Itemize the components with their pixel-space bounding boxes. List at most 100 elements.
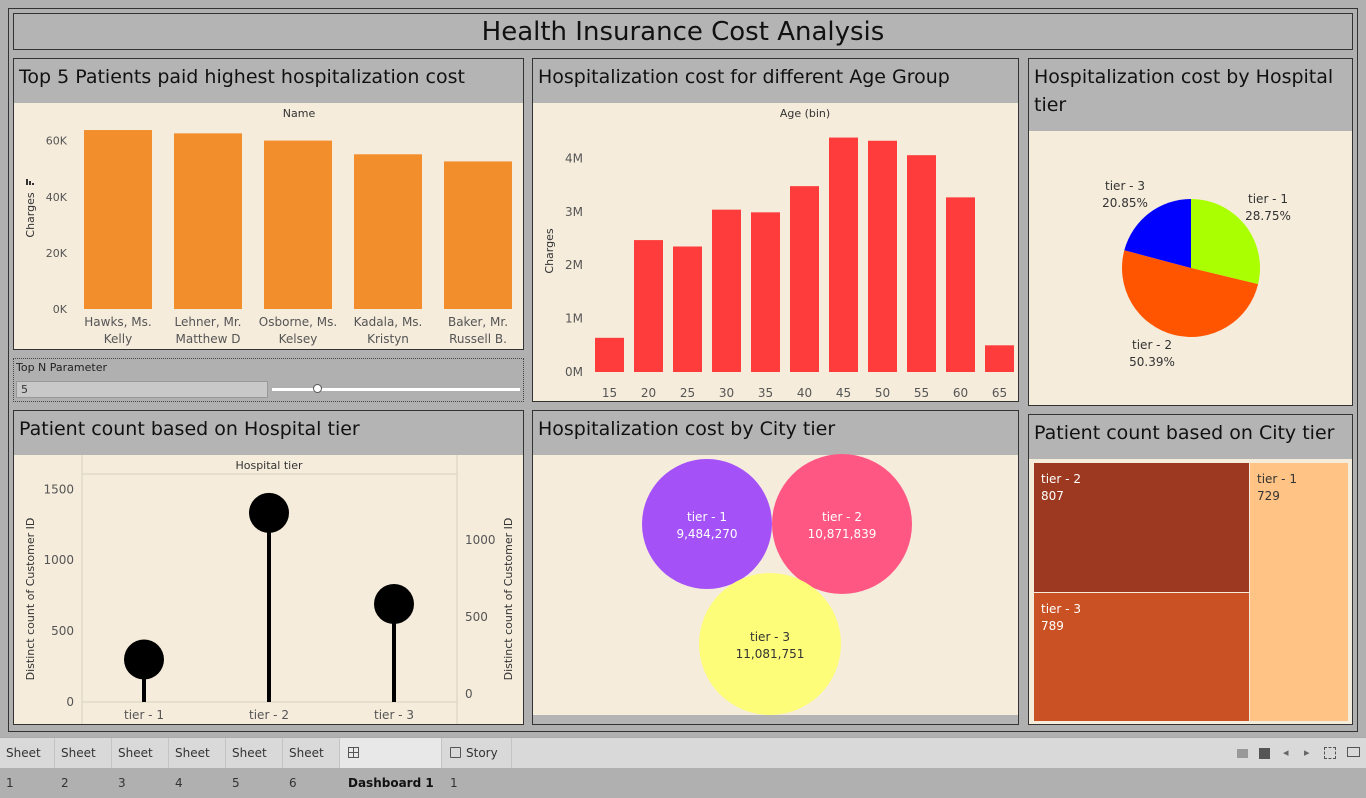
lollipop-head bbox=[374, 584, 414, 625]
show-sheets-grid-icon[interactable] bbox=[1259, 748, 1270, 759]
bubble-label: tier - 1 bbox=[687, 510, 727, 524]
lollipop-left-tick: 1500 bbox=[43, 482, 74, 496]
pie-slice-percent: 20.85% bbox=[1102, 196, 1148, 210]
age-x-tick: 40 bbox=[797, 386, 812, 400]
lollipop-head bbox=[249, 492, 289, 533]
top5-y-tick: 0K bbox=[53, 303, 68, 316]
tab-sheet-6[interactable]: Sheet 6 bbox=[283, 738, 340, 790]
age-bar bbox=[751, 212, 780, 372]
age-bar bbox=[595, 337, 624, 372]
treemap-cell-label: tier - 1 bbox=[1257, 472, 1297, 486]
pie-slice-percent: 28.75% bbox=[1245, 209, 1291, 223]
next-sheet-icon[interactable]: ▸ bbox=[1304, 746, 1310, 759]
show-sheets-filmstrip-icon[interactable] bbox=[1237, 749, 1248, 758]
city-tier-bubble-chart[interactable]: tier - 1 9,484,270 tier - 2 10,871,839 tier … bbox=[533, 411, 1019, 725]
bubble-value: 9,484,270 bbox=[676, 527, 737, 541]
age-bar bbox=[829, 137, 858, 372]
tab-dashboard-1[interactable]: Dashboard 1 bbox=[340, 738, 442, 790]
panel-age[interactable]: Hospitalization cost for different Age G… bbox=[532, 58, 1019, 402]
age-x-axis-title: Age (bin) bbox=[780, 107, 830, 120]
age-y-tick: 4M bbox=[565, 151, 583, 165]
panel-city-tree-title: Patient count based on City tier bbox=[1029, 415, 1352, 459]
panel-city-bubbles[interactable]: Hospitalization cost by City tier tier -… bbox=[532, 410, 1019, 725]
top5-x-tick-line1: Baker, Mr. bbox=[448, 315, 508, 329]
top-n-parameter: Top N Parameter 5 bbox=[13, 358, 524, 402]
age-x-tick: 35 bbox=[758, 386, 773, 400]
parameter-slider-track[interactable] bbox=[272, 388, 520, 391]
treemap-cell bbox=[1250, 463, 1348, 721]
dashboard-grid-icon bbox=[348, 747, 359, 758]
lollipop-head bbox=[124, 639, 164, 680]
top5-sort-icon bbox=[29, 181, 31, 185]
tab-sheet-4[interactable]: Sheet 4 bbox=[169, 738, 226, 790]
age-bar bbox=[985, 345, 1014, 372]
age-x-tick: 15 bbox=[602, 386, 617, 400]
panel-top5[interactable]: Top 5 Patients paid highest hospitalizat… bbox=[13, 58, 524, 350]
top5-sort-icon bbox=[32, 183, 34, 185]
treemap-cell-label: tier - 3 bbox=[1041, 602, 1081, 616]
age-bar-chart[interactable]: Age (bin) Charges 0M 1M 2M 3M 4M 15 20 25 30 35 40 45… bbox=[533, 59, 1019, 402]
pie-slice bbox=[1124, 199, 1191, 268]
lollipop-x-tick: tier - 1 bbox=[124, 708, 164, 722]
age-x-tick: 50 bbox=[875, 386, 890, 400]
city-tier-bubble bbox=[772, 454, 912, 594]
tab-sheet-2[interactable]: Sheet 2 bbox=[55, 738, 112, 790]
lollipop-right-axis-title: Distinct count of Customer ID bbox=[502, 518, 515, 681]
city-tier-treemap[interactable]: tier - 2 807 tier - 3 789 tier - 1 729 bbox=[1029, 415, 1353, 725]
age-bar bbox=[868, 140, 897, 372]
tab-story-1[interactable]: Story 1 bbox=[442, 738, 512, 790]
tab-sheet-5[interactable]: Sheet 5 bbox=[226, 738, 283, 790]
top5-x-tick-line2: Russell B. bbox=[449, 332, 507, 346]
lollipop-left-tick: 1000 bbox=[43, 553, 74, 567]
pie-slice-percent: 50.39% bbox=[1129, 355, 1175, 369]
top5-x-tick-line2: Kristyn bbox=[367, 332, 409, 346]
tab-sheet-1[interactable]: Sheet 1 bbox=[0, 738, 55, 790]
dashboard-title: Health Insurance Cost Analysis bbox=[13, 13, 1353, 50]
top5-bar bbox=[354, 154, 422, 309]
panel-lollipop[interactable]: Patient count based on Hospital tier Hos… bbox=[13, 410, 524, 725]
parameter-value-input[interactable]: 5 bbox=[16, 381, 268, 398]
prev-sheet-icon[interactable]: ◂ bbox=[1283, 746, 1289, 759]
lollipop-left-tick: 500 bbox=[51, 624, 74, 638]
top5-x-tick-line1: Osborne, Ms. bbox=[259, 315, 337, 329]
pie-slice-label: tier - 2 bbox=[1132, 338, 1172, 352]
age-x-tick: 55 bbox=[914, 386, 929, 400]
hospital-tier-lollipop-chart[interactable]: Hospital tier Distinct count of Customer … bbox=[14, 411, 524, 725]
top5-bar-chart[interactable]: Name Charges 0K 20K 40K 60K Hawks, Ms. Kelly Leh… bbox=[14, 59, 524, 350]
story-book-icon bbox=[450, 747, 461, 758]
pie-slice bbox=[1121, 250, 1259, 338]
top5-bar bbox=[444, 161, 512, 309]
panel-age-title: Hospitalization cost for different Age G… bbox=[533, 59, 1018, 103]
city-tier-bubble bbox=[699, 573, 841, 715]
age-x-tick: 45 bbox=[836, 386, 851, 400]
treemap-cell-value: 729 bbox=[1257, 489, 1280, 503]
age-y-tick: 0M bbox=[565, 365, 583, 379]
bubble-label: tier - 2 bbox=[822, 510, 862, 524]
fit-window-icon[interactable] bbox=[1324, 747, 1336, 759]
top5-bar bbox=[84, 130, 152, 309]
lollipop-left-axis-title: Distinct count of Customer ID bbox=[24, 518, 37, 681]
panel-city-tree[interactable]: Patient count based on City tier tier - … bbox=[1028, 414, 1353, 725]
tab-sheet-3[interactable]: Sheet 3 bbox=[112, 738, 169, 790]
age-y-tick: 2M bbox=[565, 258, 583, 272]
hospital-tier-pie-chart[interactable]: tier - 1 28.75% tier - 2 50.39% tier - 3 20.8… bbox=[1029, 59, 1353, 406]
pie-slice-label: tier - 3 bbox=[1105, 179, 1145, 193]
parameter-slider-handle[interactable] bbox=[312, 384, 322, 393]
top5-y-tick: 60K bbox=[46, 135, 68, 148]
pie-slice-label: tier - 1 bbox=[1248, 192, 1288, 206]
city-tier-bubble bbox=[642, 459, 772, 589]
age-bar bbox=[946, 197, 975, 372]
top5-x-tick-line2: Matthew D bbox=[176, 332, 241, 346]
age-y-axis-title: Charges bbox=[543, 228, 556, 273]
top5-x-tick-line1: Kadala, Ms. bbox=[354, 315, 423, 329]
age-x-tick: 20 bbox=[641, 386, 656, 400]
lollipop-x-tick: tier - 2 bbox=[249, 708, 289, 722]
bubbles-footer-bar bbox=[533, 715, 1018, 724]
panel-hospital-pie[interactable]: Hospitalization cost by Hospital tier ti… bbox=[1028, 58, 1353, 406]
treemap-cell-value: 807 bbox=[1041, 489, 1064, 503]
top5-x-tick-line1: Hawks, Ms. bbox=[84, 315, 151, 329]
top5-sort-icon bbox=[26, 179, 28, 185]
presentation-mode-icon[interactable] bbox=[1347, 747, 1360, 757]
age-bar bbox=[673, 246, 702, 372]
age-x-tick: 25 bbox=[680, 386, 695, 400]
